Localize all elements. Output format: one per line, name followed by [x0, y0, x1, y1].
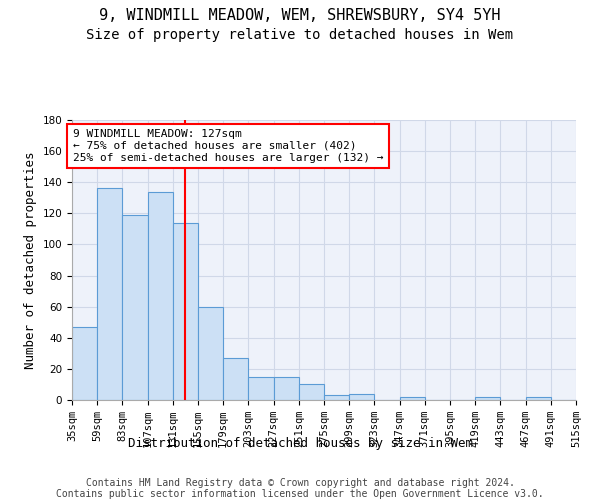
Bar	[526, 397, 551, 400]
Bar	[198, 306, 223, 400]
Text: Size of property relative to detached houses in Wem: Size of property relative to detached ho…	[86, 28, 514, 42]
Bar	[274, 376, 299, 400]
Bar	[248, 376, 274, 400]
Bar	[299, 384, 324, 400]
Bar	[475, 397, 500, 400]
Bar	[122, 215, 148, 400]
Bar	[324, 396, 349, 400]
Bar	[72, 327, 97, 400]
Text: 9, WINDMILL MEADOW, WEM, SHREWSBURY, SY4 5YH: 9, WINDMILL MEADOW, WEM, SHREWSBURY, SY4…	[99, 8, 501, 22]
Bar	[148, 192, 173, 400]
Text: 9 WINDMILL MEADOW: 127sqm
← 75% of detached houses are smaller (402)
25% of semi: 9 WINDMILL MEADOW: 127sqm ← 75% of detac…	[73, 130, 383, 162]
Text: Contains HM Land Registry data © Crown copyright and database right 2024.
Contai: Contains HM Land Registry data © Crown c…	[56, 478, 544, 499]
Bar	[97, 188, 122, 400]
Y-axis label: Number of detached properties: Number of detached properties	[24, 151, 37, 369]
Bar	[173, 222, 198, 400]
Bar	[349, 394, 374, 400]
Text: Distribution of detached houses by size in Wem: Distribution of detached houses by size …	[128, 438, 473, 450]
Bar	[400, 397, 425, 400]
Bar	[223, 358, 248, 400]
